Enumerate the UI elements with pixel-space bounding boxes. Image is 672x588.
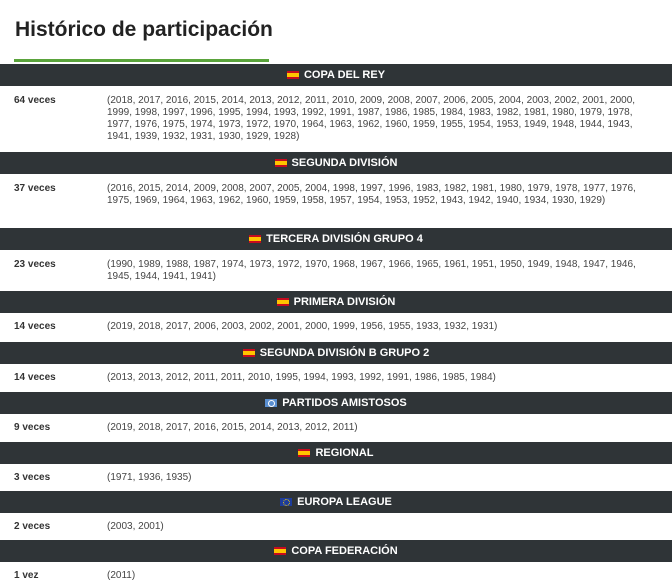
competition-header: EUROPA LEAGUE	[0, 490, 672, 513]
participation-count: 23 veces	[14, 259, 56, 270]
spain-flag-icon	[274, 547, 287, 555]
participation-row: 14 veces (2019, 2018, 2017, 2006, 2003, 2…	[0, 313, 672, 341]
participation-years: (2018, 2017, 2016, 2015, 2014, 2013, 201…	[107, 95, 636, 142]
competition-header: SEGUNDA DIVISIÓN B GRUPO 2	[0, 341, 672, 364]
spain-flag-icon	[274, 159, 287, 167]
competition-header: COPA FEDERACIÓN	[0, 539, 672, 562]
participation-count: 9 veces	[14, 422, 51, 433]
spain-flag-icon	[286, 71, 299, 79]
spain-flag-icon	[298, 449, 311, 457]
participation-years: (1990, 1989, 1988, 1987, 1974, 1973, 197…	[107, 259, 636, 282]
participation-count: 1 vez	[14, 570, 39, 581]
title-bar: Histórico de participación	[0, 0, 672, 63]
competition-name: PRIMERA DIVISIÓN	[293, 296, 396, 308]
competition-header: TERCERA DIVISIÓN GRUPO 4	[0, 227, 672, 250]
participation-years: (1971, 1936, 1935)	[107, 472, 192, 483]
eu-flag-icon	[280, 498, 293, 506]
competition-name: COPA FEDERACIÓN	[291, 545, 398, 557]
competition-name: EUROPA LEAGUE	[297, 496, 392, 508]
participation-row: 14 veces (2013, 2013, 2012, 2011, 2011, 2…	[0, 364, 672, 391]
participation-years: (2003, 2001)	[107, 521, 164, 532]
world-flag-icon	[265, 399, 278, 407]
spain-flag-icon	[249, 235, 262, 243]
participation-row: 23 veces (1990, 1989, 1988, 1987, 1974, 1…	[0, 250, 672, 290]
participation-years: (2019, 2018, 2017, 2006, 2003, 2002, 200…	[107, 321, 498, 332]
participation-row: 2 veces (2003, 2001)	[0, 513, 672, 539]
competition-header: SEGUNDA DIVISIÓN	[0, 151, 672, 174]
competition-name: PARTIDOS AMISTOSOS	[282, 397, 407, 409]
competition-header: COPA DEL REY	[0, 63, 672, 86]
competition-name: TERCERA DIVISIÓN GRUPO 4	[266, 233, 423, 245]
participation-count: 64 veces	[14, 95, 56, 106]
participation-row: 37 veces (2016, 2015, 2014, 2009, 2008, 2…	[0, 174, 672, 227]
participation-count: 37 veces	[14, 183, 56, 194]
participation-row: 9 veces (2019, 2018, 2017, 2016, 2015, 20…	[0, 414, 672, 441]
competition-name: COPA DEL REY	[303, 69, 386, 81]
competition-header: PRIMERA DIVISIÓN	[0, 290, 672, 313]
competition-header: PARTIDOS AMISTOSOS	[0, 391, 672, 414]
participation-years: (2019, 2018, 2017, 2016, 2015, 2014, 201…	[107, 422, 358, 433]
participation-years: (2013, 2013, 2012, 2011, 2011, 2010, 199…	[107, 372, 496, 383]
participation-row: 1 vez (2011)	[0, 562, 672, 588]
competition-name: SEGUNDA DIVISIÓN	[291, 157, 398, 169]
page-title: Histórico de participación	[15, 18, 273, 41]
title-underline	[14, 59, 269, 62]
participation-history: COPA DEL REY 64 veces (2018, 2017, 2016, 2…	[0, 63, 672, 588]
participation-row: 64 veces (2018, 2017, 2016, 2015, 2014, 2…	[0, 86, 672, 151]
participation-count: 2 veces	[14, 521, 51, 532]
competition-name: REGIONAL	[315, 447, 374, 459]
participation-count: 14 veces	[14, 372, 56, 383]
participation-row: 3 veces (1971, 1936, 1935)	[0, 464, 672, 490]
competition-header: REGIONAL	[0, 441, 672, 464]
participation-count: 3 veces	[14, 472, 51, 483]
participation-years: (2011)	[107, 570, 136, 581]
participation-years: (2016, 2015, 2014, 2009, 2008, 2007, 200…	[107, 183, 636, 206]
spain-flag-icon	[276, 298, 289, 306]
spain-flag-icon	[242, 349, 255, 357]
competition-name: SEGUNDA DIVISIÓN B GRUPO 2	[259, 347, 430, 359]
participation-count: 14 veces	[14, 321, 56, 332]
